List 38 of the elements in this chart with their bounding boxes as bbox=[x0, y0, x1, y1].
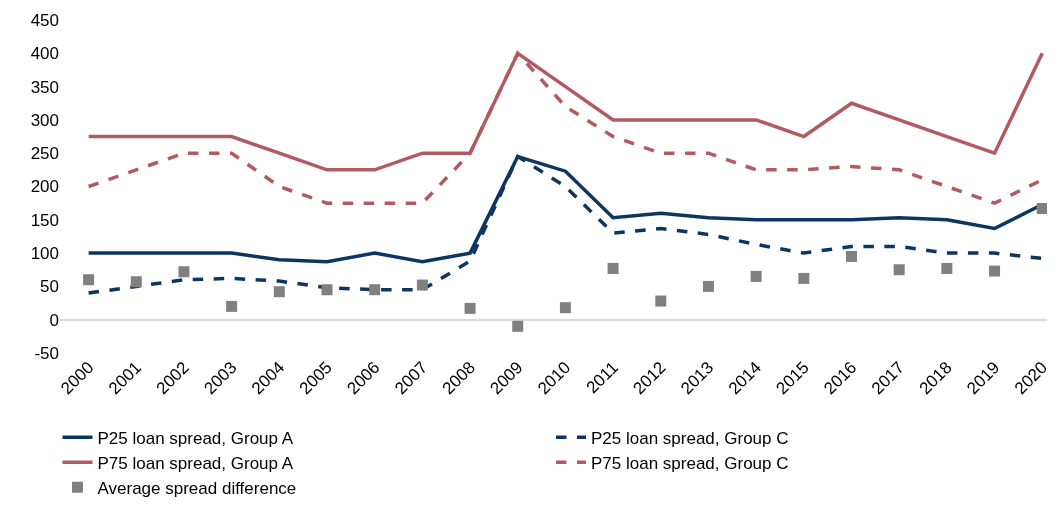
y-tick-label: 100 bbox=[30, 244, 59, 264]
point bbox=[846, 250, 858, 262]
point bbox=[607, 262, 619, 274]
y-tick-label: 250 bbox=[30, 144, 59, 164]
point bbox=[369, 284, 381, 296]
point bbox=[321, 284, 333, 296]
y-tick-label: 350 bbox=[30, 77, 59, 97]
point bbox=[750, 270, 762, 282]
legend-label: P75 loan spread, Group C bbox=[591, 453, 789, 473]
point bbox=[655, 295, 667, 307]
line-series bbox=[86, 154, 1044, 295]
point bbox=[226, 300, 238, 312]
point bbox=[416, 279, 428, 291]
legend-label: P75 loan spread, Group A bbox=[97, 453, 294, 473]
point bbox=[893, 264, 905, 276]
point bbox=[464, 302, 476, 314]
point bbox=[989, 265, 1001, 277]
point bbox=[559, 302, 571, 314]
y-tick-label: 150 bbox=[30, 210, 59, 230]
y-tick-label: 300 bbox=[30, 110, 59, 130]
y-tick-label: 200 bbox=[30, 177, 59, 197]
point bbox=[1036, 202, 1047, 214]
legend-label: Average spread difference bbox=[97, 478, 297, 498]
y-tick-label: 450 bbox=[30, 10, 59, 30]
point bbox=[178, 266, 190, 278]
y-tick-label: 0 bbox=[49, 310, 59, 330]
y-tick-label: -50 bbox=[34, 343, 59, 363]
legend-label: P25 loan spread, Group C bbox=[591, 428, 789, 448]
point bbox=[273, 286, 285, 298]
point bbox=[512, 320, 524, 332]
point bbox=[941, 262, 953, 274]
point bbox=[83, 274, 95, 286]
point bbox=[798, 272, 810, 284]
point bbox=[702, 280, 714, 292]
y-tick-label: 50 bbox=[40, 277, 59, 297]
y-tick-label: 400 bbox=[30, 44, 59, 64]
point bbox=[130, 276, 142, 288]
legend-label: P25 loan spread, Group A bbox=[97, 428, 294, 448]
